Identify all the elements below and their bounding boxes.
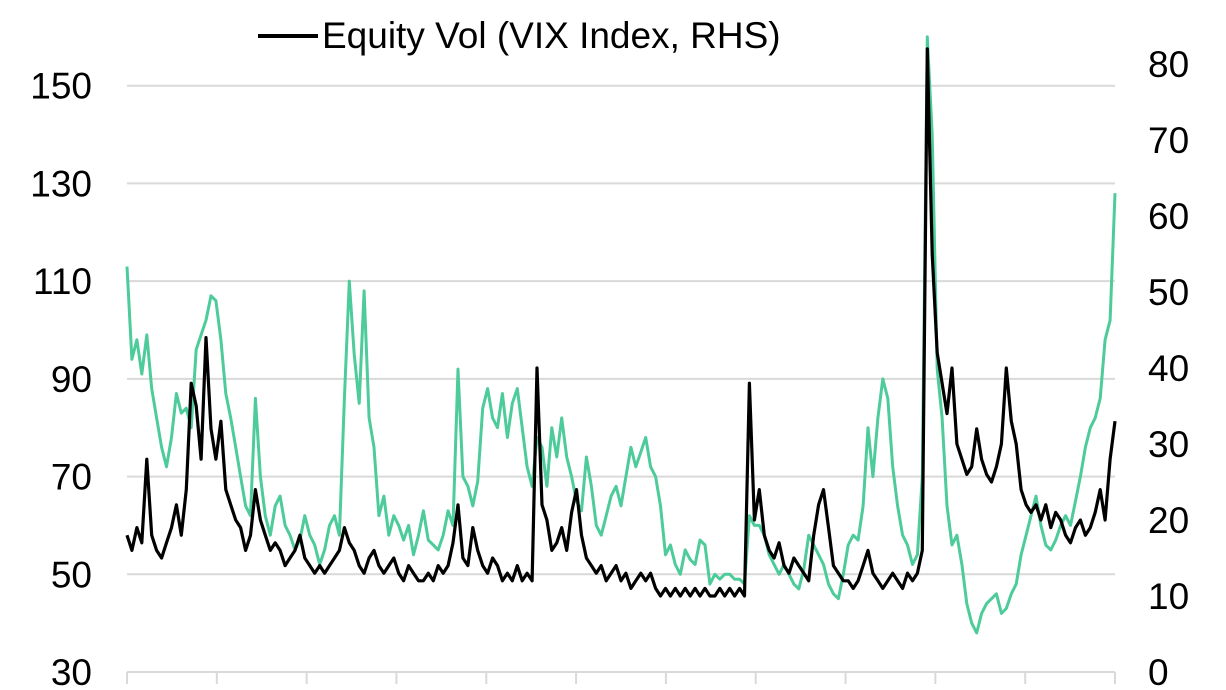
series-line-vix — [125, 47, 1117, 598]
left-tick-label: 110 — [33, 261, 92, 302]
right-tick-label: 0 — [1148, 652, 1169, 690]
gridlines — [127, 84, 1115, 576]
x-axis — [126, 671, 1116, 684]
series-line-left — [125, 35, 1117, 635]
legend-label: Equity Vol (VIX Index, RHS) — [322, 15, 781, 56]
right-tick-label: 70 — [1148, 120, 1189, 161]
right-tick-label: 60 — [1148, 196, 1189, 237]
right-tick-label: 40 — [1148, 348, 1189, 389]
right-tick-label: 10 — [1148, 576, 1189, 617]
right-tick-label: 50 — [1148, 272, 1189, 313]
right-tick-label: 30 — [1148, 424, 1189, 465]
left-axis-ticks: 30 50 70 90 110 130 150 — [30, 66, 92, 690]
left-tick-label: 30 — [51, 652, 92, 690]
left-tick-label: 150 — [30, 66, 92, 107]
left-tick-label: 130 — [30, 163, 92, 204]
right-tick-label: 20 — [1148, 500, 1189, 541]
left-tick-label: 50 — [51, 554, 92, 595]
legend: Equity Vol (VIX Index, RHS) — [258, 15, 781, 56]
left-tick-label: 90 — [51, 359, 92, 400]
right-tick-label: 80 — [1148, 44, 1189, 85]
right-axis-ticks: 0 10 20 30 40 50 60 70 80 — [1148, 44, 1189, 690]
left-tick-label: 70 — [51, 457, 92, 498]
series-lines — [125, 35, 1117, 635]
